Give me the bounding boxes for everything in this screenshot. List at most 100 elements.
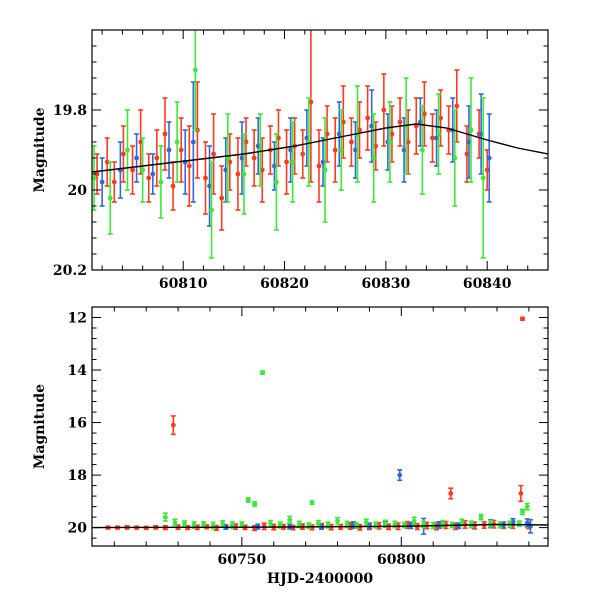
- data-point: [94, 153, 100, 195]
- data-point: [387, 101, 393, 183]
- point-marker: [478, 514, 484, 520]
- point-marker: [170, 422, 176, 428]
- point-marker: [296, 522, 302, 527]
- model-curve: [92, 523, 548, 529]
- point-marker: [235, 171, 241, 177]
- point-marker: [245, 497, 251, 503]
- point-marker: [417, 119, 423, 125]
- data-point: [397, 469, 403, 482]
- data-point: [300, 129, 306, 179]
- point-marker: [322, 167, 328, 173]
- data-point: [104, 137, 110, 187]
- point-marker: [520, 509, 525, 515]
- data-point: [464, 125, 470, 183]
- x-tick-label: 60820: [260, 276, 309, 292]
- x-axis-label: HJD-2400000: [267, 571, 374, 587]
- plot-area: [92, 30, 548, 259]
- data-point: [273, 133, 279, 231]
- point-marker: [397, 119, 403, 125]
- point-marker: [486, 155, 492, 161]
- data-point: [284, 129, 290, 195]
- point-marker: [369, 123, 375, 129]
- upper-light-curve-panel: 60810 60820 60830 60840 19.8 20 20.2 Magnitude: [32, 29, 549, 292]
- data-point: [363, 518, 369, 527]
- point-marker: [154, 155, 160, 161]
- point-marker: [284, 159, 289, 165]
- data-point: [166, 121, 172, 179]
- x-tick-label: 60840: [463, 276, 512, 292]
- point-marker: [308, 99, 314, 105]
- point-marker: [92, 175, 97, 181]
- point-marker: [252, 501, 258, 507]
- series-1: [99, 81, 492, 227]
- point-marker: [338, 147, 344, 153]
- data-point: [411, 516, 417, 526]
- point-marker: [186, 163, 192, 169]
- point-marker: [223, 167, 229, 173]
- data-point: [162, 512, 168, 522]
- point-marker: [239, 155, 245, 161]
- data-point: [371, 113, 377, 203]
- point-marker: [229, 522, 235, 528]
- point-marker: [225, 155, 231, 161]
- point-marker: [191, 522, 197, 528]
- data-point: [275, 109, 281, 167]
- data-point: [344, 520, 350, 529]
- data-point: [309, 500, 315, 506]
- point-marker: [488, 521, 494, 527]
- point-marker: [434, 135, 439, 141]
- point-marker: [478, 131, 484, 137]
- data-point: [192, 30, 198, 131]
- series-0: [105, 316, 532, 532]
- data-point: [429, 113, 435, 163]
- data-point: [524, 502, 530, 511]
- data-point: [290, 121, 296, 203]
- point-marker: [304, 135, 310, 141]
- data-point: [466, 105, 472, 179]
- series-2: [162, 370, 530, 530]
- point-marker: [178, 147, 184, 153]
- point-marker: [387, 139, 393, 145]
- point-marker: [381, 107, 387, 113]
- point-marker: [274, 179, 279, 185]
- point-marker: [430, 135, 435, 141]
- data-point: [150, 153, 156, 195]
- data-point: [332, 117, 338, 183]
- point-marker: [277, 522, 283, 528]
- data-point: [436, 93, 442, 175]
- y-tick-label: 18: [68, 468, 87, 484]
- point-marker: [259, 167, 265, 173]
- point-marker: [162, 514, 168, 520]
- point-marker: [411, 518, 417, 524]
- data-point: [178, 117, 184, 183]
- x-tick-label: 60810: [159, 276, 208, 292]
- data-point: [202, 141, 208, 215]
- data-point: [124, 524, 130, 530]
- data-point: [120, 125, 126, 183]
- data-point: [252, 501, 258, 507]
- data-point: [207, 145, 213, 227]
- point-marker: [158, 179, 164, 185]
- point-marker: [320, 159, 326, 165]
- data-point: [369, 89, 375, 163]
- point-marker: [324, 131, 330, 137]
- point-marker: [125, 147, 130, 153]
- point-marker: [190, 139, 196, 145]
- point-marker: [150, 171, 156, 177]
- data-point: [519, 316, 525, 322]
- point-marker: [344, 522, 350, 527]
- data-point: [239, 521, 245, 528]
- point-marker: [241, 171, 247, 177]
- point-marker: [300, 151, 306, 157]
- data-point: [478, 93, 484, 175]
- point-marker: [192, 67, 198, 73]
- data-point: [468, 77, 474, 183]
- point-marker: [219, 195, 225, 201]
- point-marker: [111, 179, 117, 185]
- point-marker: [99, 179, 105, 185]
- point-marker: [239, 522, 245, 527]
- y-tick-label: 20: [68, 183, 88, 199]
- point-marker: [365, 115, 371, 121]
- data-point: [516, 520, 522, 528]
